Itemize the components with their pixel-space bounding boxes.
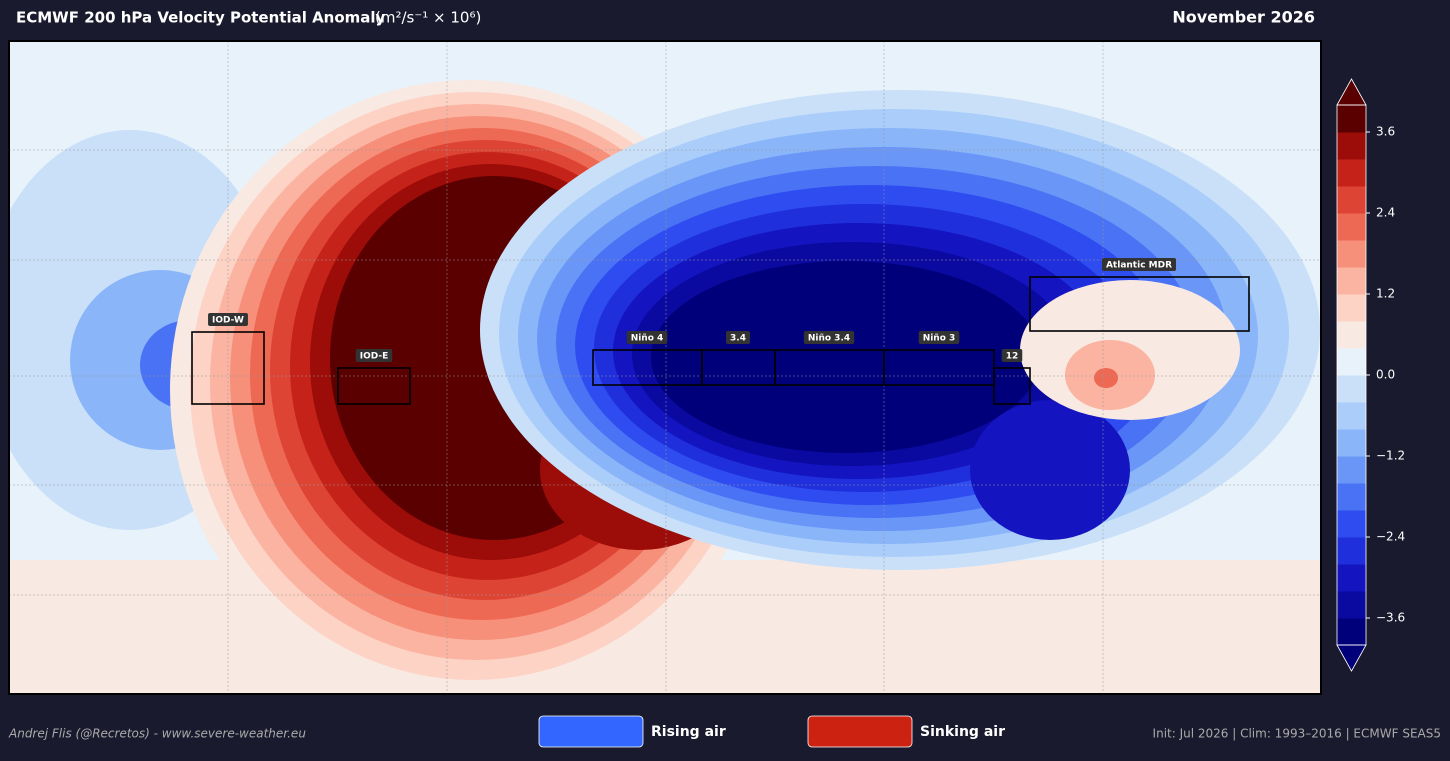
legend-label: Sinking air xyxy=(920,724,1005,740)
field xyxy=(651,261,1041,453)
colorbar-band xyxy=(1337,186,1366,214)
colorbar-band xyxy=(1337,618,1366,646)
region-label: IOD-W xyxy=(212,316,244,326)
colorbar-band xyxy=(1337,240,1366,268)
region-label: Atlantic MDR xyxy=(1106,261,1172,271)
legend-swatch xyxy=(807,715,913,748)
legend-swatch xyxy=(538,715,644,748)
field xyxy=(970,400,1130,540)
colorbar-tick-label: −1.2 xyxy=(1376,449,1405,463)
colorbar-band xyxy=(1337,429,1366,457)
colorbar-band xyxy=(1337,456,1366,484)
colorbar-tick-label: −2.4 xyxy=(1376,530,1405,544)
units: (m²/s⁻¹ × 10⁶) xyxy=(375,9,481,27)
title: ECMWF 200 hPa Velocity Potential Anomaly xyxy=(16,9,386,27)
region-label-bg xyxy=(803,331,855,344)
region-label: 3.4 xyxy=(730,334,746,344)
region-label-bg xyxy=(355,349,393,362)
region-label: Niño 3.4 xyxy=(808,334,850,344)
colorbar-band xyxy=(1337,159,1366,187)
colorbar-band xyxy=(1337,402,1366,430)
region-label-bg xyxy=(208,313,248,326)
credit: Andrej Flis (@Recretos) - www.severe-wea… xyxy=(8,727,306,741)
colorbar-tick-label: 2.4 xyxy=(1376,206,1395,220)
colorbar-band xyxy=(1337,348,1366,376)
region-label-bg xyxy=(1001,349,1023,362)
colorbar-tick-label: −3.6 xyxy=(1376,611,1405,625)
map xyxy=(9,41,1321,694)
colorbar-band xyxy=(1337,510,1366,538)
colorbar-band xyxy=(1337,375,1366,403)
colorbar-band xyxy=(1337,105,1366,133)
colorbar-band xyxy=(1337,483,1366,511)
region-label: Niño 4 xyxy=(631,334,664,344)
colorbar-band xyxy=(1337,591,1366,619)
field xyxy=(1094,368,1118,388)
colorbar-tick-label: 0.0 xyxy=(1376,368,1395,382)
colorbar-band xyxy=(1337,213,1366,241)
colorbar-band xyxy=(1337,321,1366,349)
region-label: IOD-E xyxy=(360,352,389,362)
colorbar-band xyxy=(1337,132,1366,160)
region-label-bg xyxy=(918,331,960,344)
colorbar-tick-label: 3.6 xyxy=(1376,125,1395,139)
colorbar-band xyxy=(1337,294,1366,322)
region-label: Niño 3 xyxy=(923,334,956,344)
colorbar-band xyxy=(1337,564,1366,592)
info: Init: Jul 2026 | Clim: 1993–2016 | ECMWF… xyxy=(1153,727,1441,741)
region-label-bg xyxy=(1101,258,1177,271)
colorbar-band xyxy=(1337,267,1366,295)
region-label-bg xyxy=(726,331,750,344)
date: November 2026 xyxy=(1172,8,1315,27)
legend-label: Rising air xyxy=(651,724,726,740)
region-boxes xyxy=(191,276,1250,405)
colorbar-band xyxy=(1337,537,1366,565)
map-frame xyxy=(8,40,1322,695)
region-label-bg xyxy=(626,331,668,344)
colorbar-tick-label: 1.2 xyxy=(1376,287,1395,301)
region-label: 12 xyxy=(1006,352,1019,362)
